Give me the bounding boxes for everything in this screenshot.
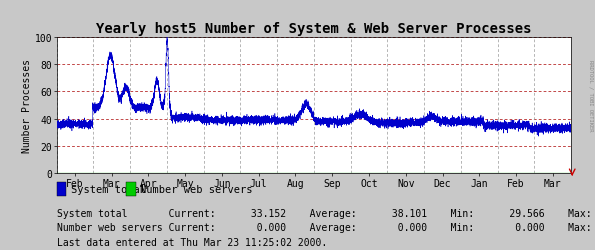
Text: System total       Current:      33.152    Average:      38.101    Min:      29.: System total Current: 33.152 Average: 38…: [57, 208, 595, 218]
Title: Yearly host5 Number of System & Web Server Processes: Yearly host5 Number of System & Web Serv…: [96, 22, 531, 36]
Text: RRDTOOL / TOBI OETIKER: RRDTOOL / TOBI OETIKER: [588, 60, 593, 130]
Text: System total: System total: [71, 184, 146, 194]
Y-axis label: Number Processes: Number Processes: [22, 59, 32, 152]
Text: Last data entered at Thu Mar 23 11:25:02 2000.: Last data entered at Thu Mar 23 11:25:02…: [57, 237, 327, 247]
Text: Number web servers: Number web servers: [140, 184, 253, 194]
Text: Number web servers Current:       0.000    Average:       0.000    Min:       0.: Number web servers Current: 0.000 Averag…: [57, 222, 595, 232]
